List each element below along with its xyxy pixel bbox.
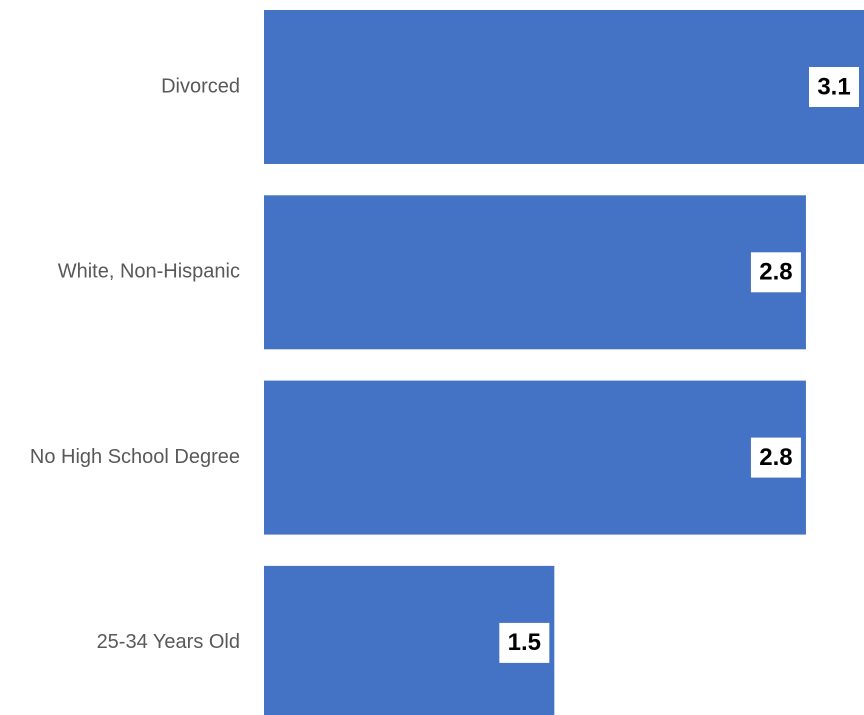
category-label-white-non-hispanic: White, Non-Hispanic: [58, 261, 240, 283]
bar-white-non-hispanic: [264, 195, 806, 350]
value-label-divorced: 3.1: [817, 73, 850, 100]
value-labels-group: 3.1 2.8 2.8 1.5: [499, 67, 859, 663]
value-label-box-no-high-school-degree: [750, 437, 801, 478]
value-label-25-34-years-old: 1.5: [508, 629, 541, 656]
bar-no-high-school-degree: [264, 380, 806, 535]
bars-group: [264, 10, 864, 715]
category-label-25-34-years-old: 25-34 Years Old: [97, 631, 240, 653]
value-label-box-divorced: [809, 67, 859, 107]
value-label-box-white-non-hispanic: [750, 252, 801, 293]
value-label-box-25-34-years-old: [499, 622, 550, 663]
value-label-white-non-hispanic: 2.8: [759, 259, 792, 286]
category-label-divorced: Divorced: [161, 75, 240, 97]
bar-divorced: [264, 10, 864, 164]
category-labels-group: Divorced White, Non-Hispanic No High Schoo…: [30, 75, 240, 653]
value-label-no-high-school-degree: 2.8: [759, 444, 792, 471]
category-label-no-high-school-degree: No High School Degree: [30, 446, 240, 468]
